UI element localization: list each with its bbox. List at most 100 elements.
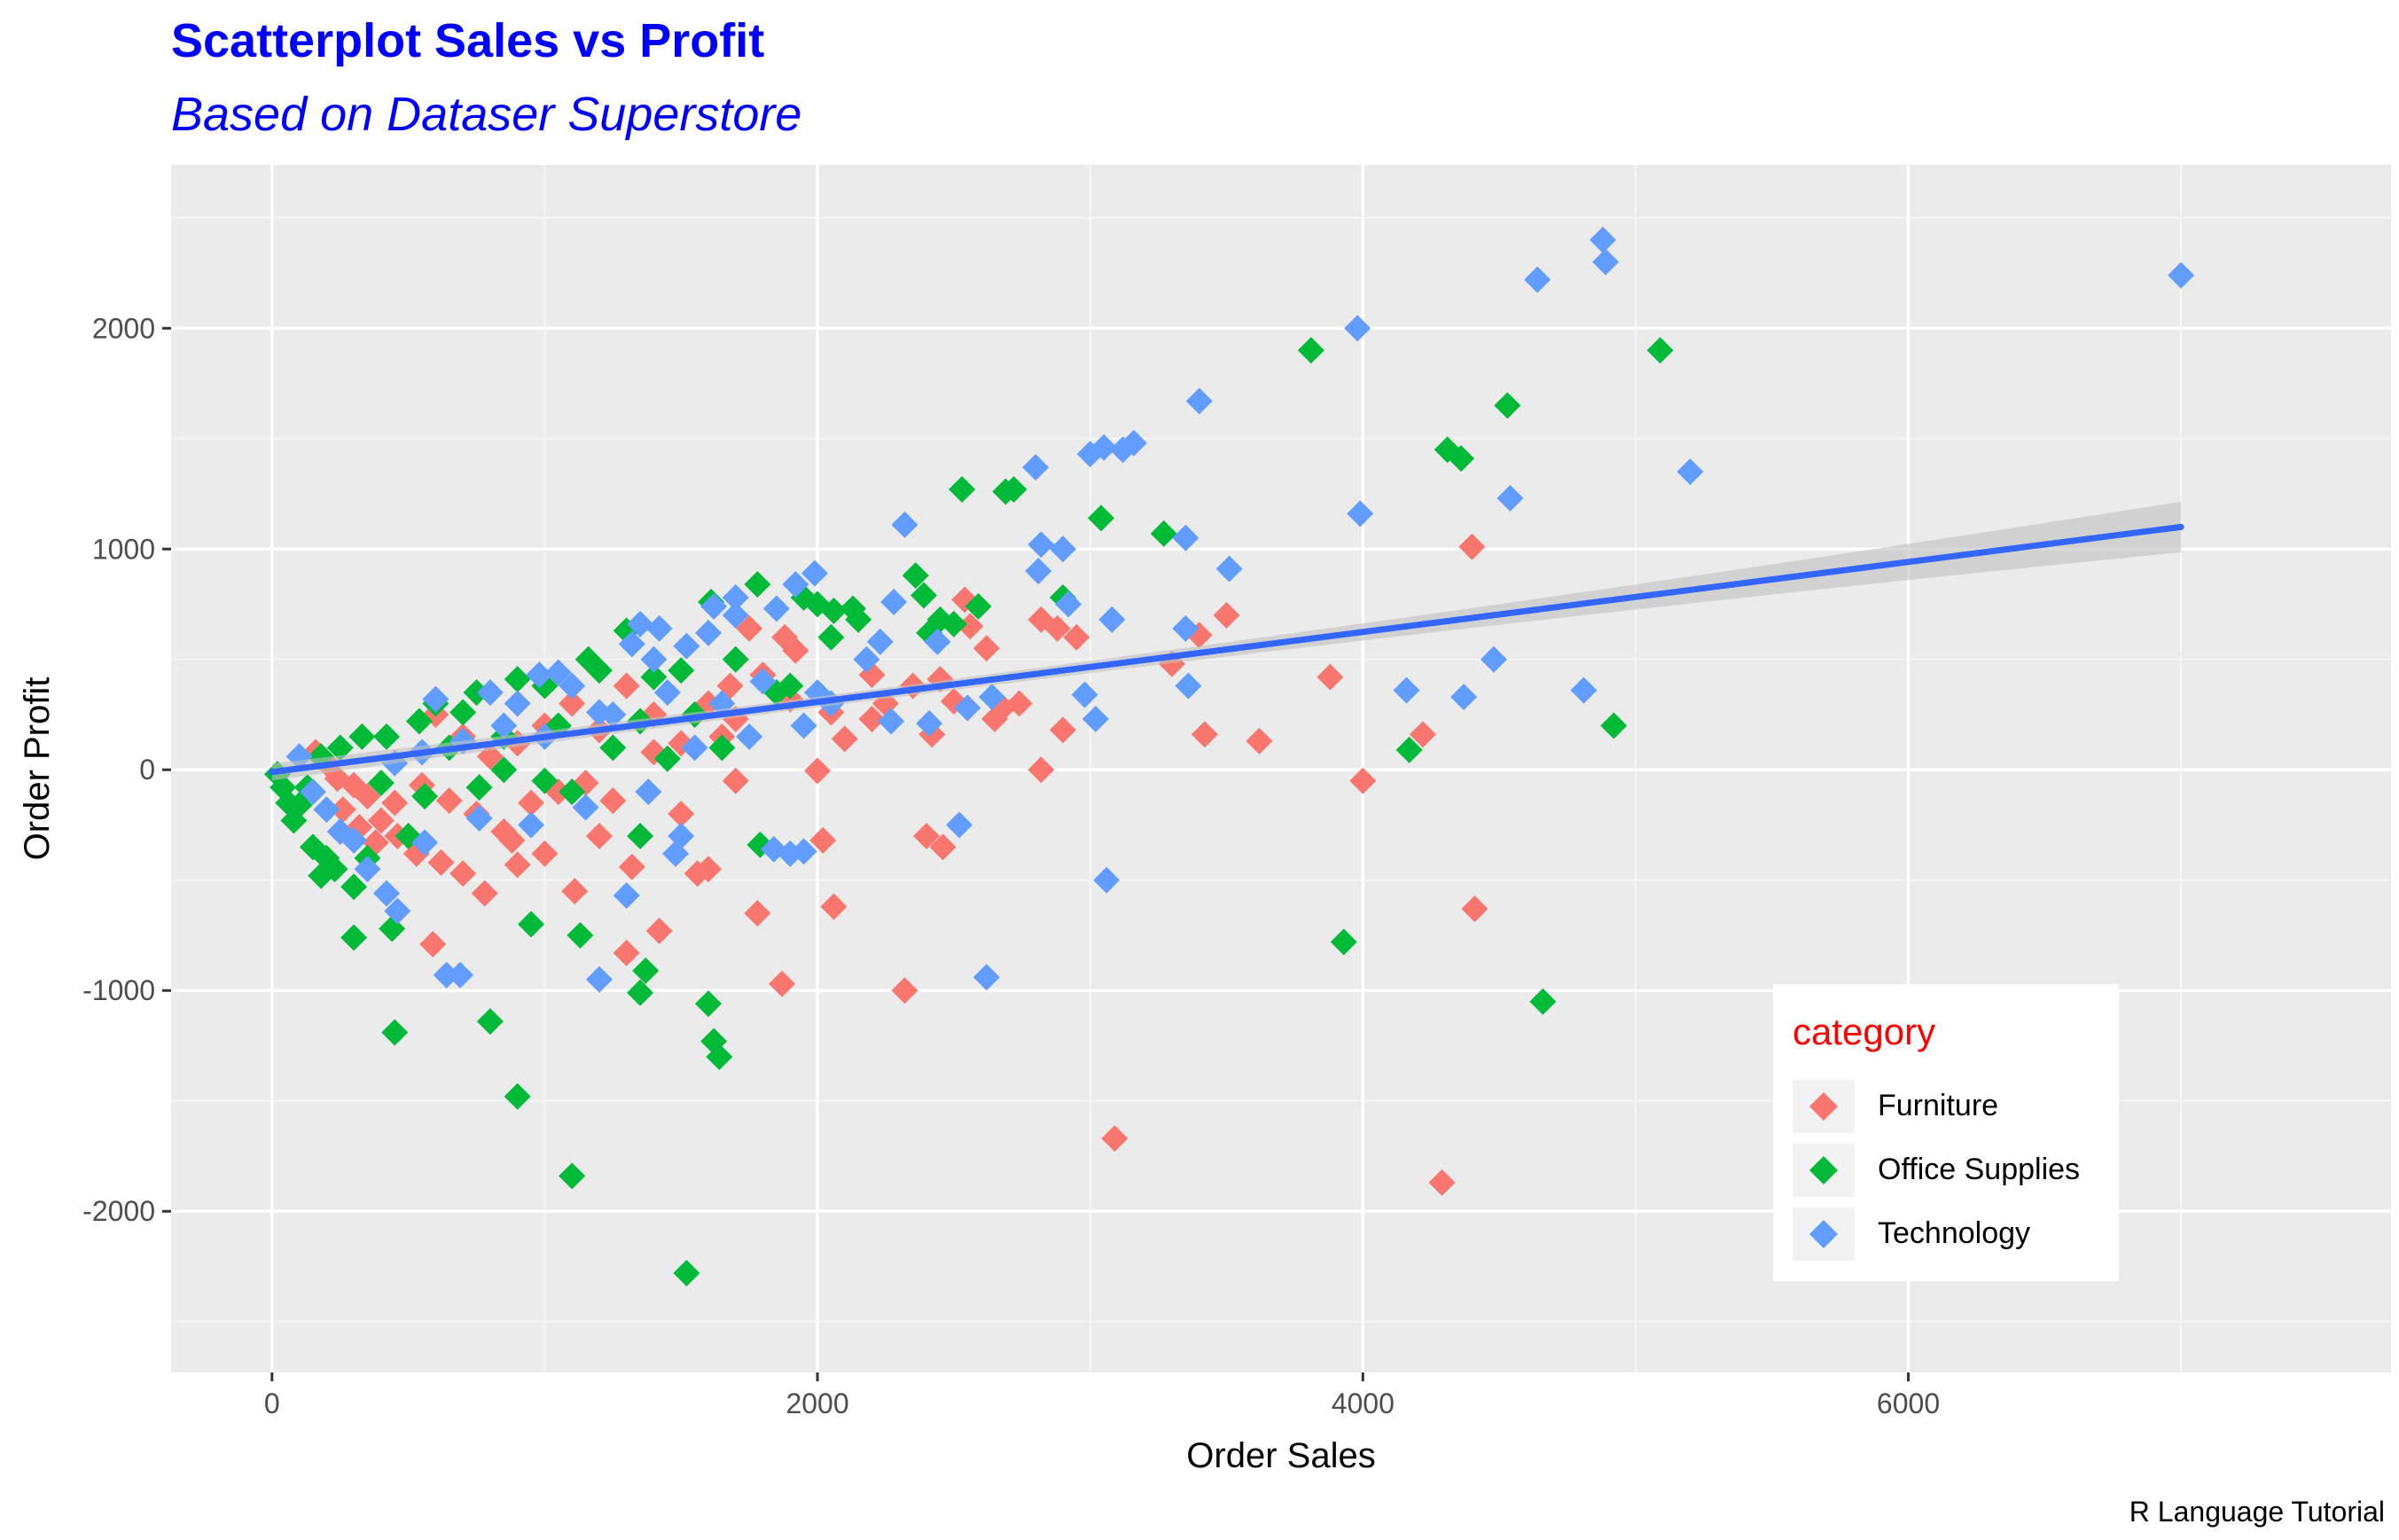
data-point-furniture (782, 637, 809, 664)
data-point-office-supplies (1434, 436, 1461, 464)
data-point-technology (1025, 558, 1052, 585)
data-point-office-supplies (449, 699, 477, 726)
data-point-office-supplies (373, 723, 401, 750)
data-point-office-supplies (1087, 504, 1114, 532)
data-point-office-supplies (1000, 476, 1028, 504)
data-point-office-supplies (1395, 736, 1423, 763)
data-point-office-supplies (744, 571, 771, 598)
data-point-technology (722, 601, 749, 629)
data-point-technology (1592, 248, 1620, 276)
data-point-technology (1393, 676, 1420, 704)
data-point-office-supplies (567, 921, 594, 949)
data-point-office-supplies (585, 657, 613, 684)
data-point-technology (422, 685, 449, 713)
data-point-technology (1172, 614, 1200, 642)
data-point-furniture (668, 801, 695, 828)
chart-title: Scatterplot Sales vs Profit (171, 14, 764, 67)
data-point-furniture (1246, 727, 1273, 754)
data-point-technology (447, 961, 474, 989)
data-point-office-supplies (531, 767, 559, 794)
data-point-technology (618, 630, 645, 658)
data-point-technology (1570, 676, 1598, 704)
data-point-office-supplies (1529, 988, 1557, 1015)
data-point-technology (1215, 555, 1243, 582)
data-point-furniture (820, 893, 848, 920)
data-point-furniture (599, 787, 627, 815)
data-point-furniture (858, 705, 886, 732)
data-point-office-supplies (910, 582, 938, 609)
data-point-furniture (1349, 767, 1377, 794)
data-point-office-supplies (632, 957, 660, 984)
data-point-technology (891, 511, 918, 538)
data-point-office-supplies (777, 672, 804, 700)
data-point-technology (978, 684, 1005, 711)
trend-line (269, 523, 2184, 776)
data-point-furniture (1063, 623, 1090, 651)
data-point-furniture (973, 635, 1000, 662)
data-point-furniture (809, 826, 837, 854)
data-point-technology (762, 595, 790, 622)
x-tick-label: 0 (264, 1388, 280, 1419)
data-point-technology (504, 690, 531, 717)
data-point-technology (1076, 441, 1104, 468)
data-point-office-supplies (504, 1083, 531, 1110)
data-point-furniture (1317, 663, 1344, 691)
y-tick-label: 0 (139, 754, 155, 786)
data-point-technology (476, 679, 504, 707)
data-point-office-supplies (1448, 445, 1475, 473)
data-point-office-supplies (627, 979, 654, 1006)
data-point-technology (878, 707, 905, 735)
data-point-furniture (613, 939, 640, 966)
data-point-office-supplies (845, 606, 872, 633)
legend-key-furniture (1809, 1092, 1838, 1121)
legend-key-office-supplies (1809, 1156, 1838, 1184)
data-point-office-supplies (518, 911, 545, 938)
data-point-office-supplies (695, 990, 723, 1018)
data-point-office-supplies (340, 924, 368, 951)
data-point-technology (411, 829, 439, 856)
data-point-technology (1524, 266, 1551, 293)
data-point-office-supplies (411, 783, 439, 810)
data-point-furniture (419, 930, 447, 958)
data-point-furniture (559, 690, 586, 717)
data-point-technology (1344, 315, 1371, 342)
data-point-furniture (744, 900, 771, 927)
data-point-technology (1480, 645, 1507, 673)
legend-label-technology: Technology (1878, 1216, 2030, 1250)
data-point-furniture (736, 614, 763, 642)
data-point-technology (373, 879, 401, 907)
data-point-office-supplies (476, 1008, 504, 1036)
y-tick-label: 1000 (92, 533, 155, 565)
data-point-furniture (1101, 1125, 1129, 1153)
data-point-office-supplies (1494, 392, 1521, 419)
data-point-technology (1082, 705, 1109, 732)
data-point-technology (853, 645, 880, 673)
data-point-office-supplies (559, 1162, 586, 1190)
data-point-office-supplies (706, 1043, 733, 1070)
data-point-furniture (1213, 601, 1240, 629)
data-point-office-supplies (340, 873, 368, 901)
legend-keys (1809, 1092, 1838, 1248)
data-point-office-supplies (490, 756, 518, 784)
data-point-technology (1496, 484, 1524, 512)
data-point-technology (572, 793, 599, 821)
data-point-office-supplies (673, 1259, 700, 1286)
data-point-technology (490, 712, 518, 739)
data-point-furniture (1428, 1169, 1456, 1196)
y-tick-label: -1000 (82, 974, 155, 1006)
data-point-technology (760, 835, 787, 863)
data-point-technology (695, 619, 723, 646)
trend-line-group (269, 501, 2184, 781)
x-tick-label: 4000 (1332, 1388, 1395, 1419)
data-point-furniture (329, 796, 356, 824)
data-point-technology (559, 672, 586, 700)
data-point-furniture (891, 977, 918, 1005)
data-point-furniture (504, 851, 531, 879)
data-point-office-supplies (817, 623, 845, 651)
data-point-furniture (769, 970, 796, 997)
data-point-technology (526, 661, 553, 689)
data-point-furniture (1028, 756, 1055, 784)
data-point-technology (313, 796, 340, 824)
data-points (263, 226, 2195, 1286)
